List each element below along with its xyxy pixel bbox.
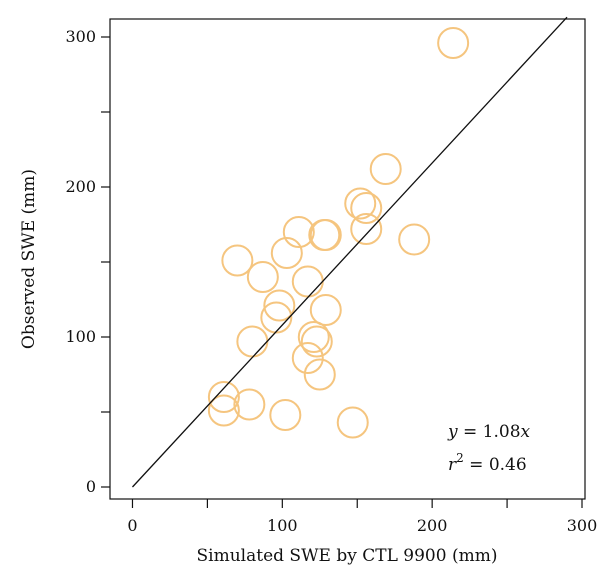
y-tick-label: 0 (86, 477, 96, 496)
data-points (207, 27, 470, 439)
data-point (350, 192, 383, 224)
data-point (282, 216, 315, 248)
x-tick-label: 200 (417, 516, 448, 535)
r-squared-annotation: r2 = 0.46 (448, 451, 527, 475)
data-point (269, 399, 302, 431)
data-point (336, 406, 369, 439)
x-axis: 0 100 200 300 (127, 499, 597, 535)
data-point (350, 213, 383, 245)
y-axis-title: Observed SWE (mm) (19, 169, 39, 349)
data-point (309, 219, 342, 251)
x-tick-label: 300 (567, 516, 598, 535)
data-point (260, 301, 293, 334)
data-point (398, 223, 431, 256)
y-tick-label: 200 (65, 177, 96, 196)
data-point (297, 321, 330, 353)
x-tick-label: 0 (127, 516, 137, 535)
data-point (437, 27, 470, 59)
y-tick-label: 100 (65, 327, 96, 346)
data-point (207, 394, 240, 427)
equation-annotation: y = 1.08x (447, 422, 531, 442)
y-tick-label: 300 (65, 27, 96, 46)
data-point (303, 358, 336, 391)
data-point (300, 325, 333, 358)
fit-line (131, 16, 568, 488)
data-point (236, 325, 269, 358)
y-axis: 0 100 200 300 (65, 27, 110, 496)
x-tick-label: 100 (267, 516, 298, 535)
data-point (369, 153, 402, 185)
data-point (207, 381, 240, 413)
data-point (309, 294, 342, 326)
data-point (221, 244, 254, 277)
data-point (263, 289, 296, 322)
data-point (291, 265, 324, 298)
data-point (246, 261, 279, 293)
data-point (270, 237, 303, 269)
data-point (344, 187, 377, 220)
plot-frame (109, 18, 586, 500)
x-axis-title: Simulated SWE by CTL 9900 (mm) (197, 546, 498, 566)
data-point (233, 388, 266, 421)
data-point (291, 342, 324, 374)
